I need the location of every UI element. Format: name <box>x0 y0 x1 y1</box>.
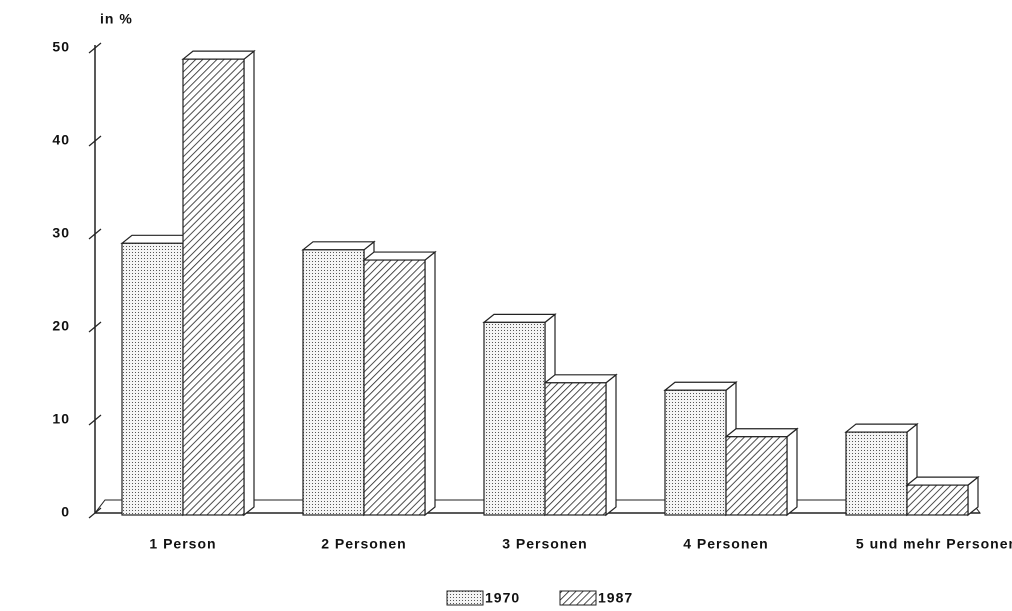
bar-front <box>483 321 546 516</box>
y-tick-label: 20 <box>52 318 70 334</box>
y-tick <box>88 135 102 147</box>
bar-top <box>663 381 738 391</box>
legend-swatch <box>559 590 597 606</box>
y-axis-label: in % <box>100 11 133 27</box>
bar-front <box>302 249 365 516</box>
bar-top <box>362 251 437 261</box>
bar <box>905 475 980 517</box>
y-tick <box>88 321 102 333</box>
bar <box>120 234 195 517</box>
y-tick <box>88 507 102 519</box>
bar <box>663 380 738 517</box>
bar <box>482 313 557 517</box>
x-tick-label: 5 und mehr Personen <box>856 536 1012 552</box>
bar-front <box>906 484 969 516</box>
x-tick-label: 4 Personen <box>683 536 768 552</box>
legend-label: 1970 <box>485 590 520 606</box>
y-tick-label: 0 <box>61 504 70 520</box>
x-tick-label: 1 Person <box>149 536 216 552</box>
bar-front <box>664 389 727 516</box>
y-tick-label: 50 <box>52 39 70 55</box>
bar-top <box>482 313 557 323</box>
bar-side <box>424 250 436 517</box>
bar <box>844 422 919 517</box>
bar-front <box>121 242 184 516</box>
bar <box>181 49 256 517</box>
y-tick-label: 10 <box>52 411 70 427</box>
legend-swatch <box>446 590 484 606</box>
y-tick <box>88 228 102 240</box>
bar-front <box>725 436 788 516</box>
y-tick-label: 30 <box>52 225 70 241</box>
bar-top <box>844 423 919 433</box>
bar-side <box>786 427 798 517</box>
bar <box>362 250 437 517</box>
bar-top <box>905 476 980 486</box>
x-tick-label: 2 Personen <box>321 536 406 552</box>
bar <box>543 373 618 517</box>
bar-top <box>181 50 256 60</box>
bar-front <box>845 431 908 516</box>
legend-label: 1987 <box>598 590 633 606</box>
bar-top <box>120 234 195 244</box>
bar-top <box>543 374 618 384</box>
bar-side <box>243 49 255 517</box>
bar-top <box>724 428 799 438</box>
y-tick <box>88 414 102 426</box>
bar-front <box>544 382 607 516</box>
bar-side <box>605 373 617 517</box>
x-tick-label: 3 Personen <box>502 536 587 552</box>
bar-top <box>301 241 376 251</box>
y-tick-label: 40 <box>52 132 70 148</box>
bar <box>301 240 376 517</box>
bar <box>724 427 799 517</box>
bar-front <box>182 58 245 516</box>
y-tick <box>88 42 102 54</box>
bar-front <box>363 259 426 516</box>
